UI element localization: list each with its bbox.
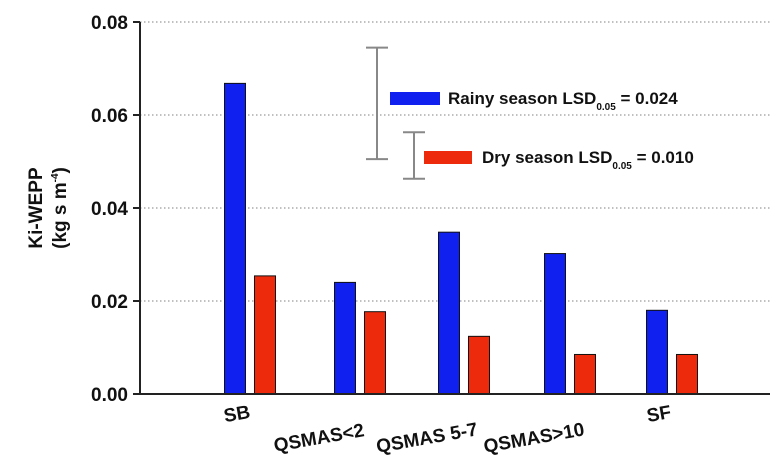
legend-swatch-rainy	[390, 92, 440, 105]
y-axis-label: Ki-WEPP (kg s m-4)	[26, 167, 71, 249]
legend-swatch-dry	[424, 151, 472, 164]
bar-rainy-2	[438, 231, 460, 395]
lsd-error-bars	[366, 46, 425, 180]
bar-dry-4	[676, 353, 698, 395]
legend-label-rainy: Rainy season LSD0.05 = 0.024	[448, 89, 678, 113]
bar-rainy-1	[334, 281, 356, 395]
bar-rainy-4	[646, 309, 668, 395]
x-category-label: SB	[222, 402, 252, 427]
y-axis-label-line2: (kg s m-4)	[50, 167, 71, 249]
bar-dry-1	[364, 311, 386, 395]
x-category-label: QSMAS<2	[272, 420, 366, 457]
x-category-label: QSMAS 5-7	[375, 419, 480, 457]
x-categories: SB QSMAS<2 QSMAS 5-7 QSMAS>10 SF	[222, 402, 673, 458]
bars	[224, 82, 698, 395]
y-tick-label: 0.02	[91, 292, 128, 313]
y-tick-label: 0.00	[91, 385, 128, 406]
y-tick-label: 0.04	[91, 199, 128, 220]
y-axis-label-line1: Ki-WEPP	[26, 167, 47, 249]
y-ticks: 0.00 0.02 0.04 0.06 0.08	[91, 13, 140, 406]
bar-dry-0	[254, 275, 276, 395]
x-category-label: SF	[645, 402, 673, 427]
bar-dry-3	[574, 353, 596, 395]
bar-rainy-0	[224, 82, 246, 395]
y-tick-label: 0.06	[91, 106, 128, 127]
y-tick-label: 0.08	[91, 13, 128, 34]
bar-dry-2	[468, 335, 490, 395]
bar-rainy-3	[544, 253, 566, 395]
legend: Rainy season LSD0.05 = 0.024 Dry season …	[390, 89, 694, 172]
legend-label-dry: Dry season LSD0.05 = 0.010	[482, 148, 694, 172]
x-category-label: QSMAS>10	[482, 419, 586, 457]
